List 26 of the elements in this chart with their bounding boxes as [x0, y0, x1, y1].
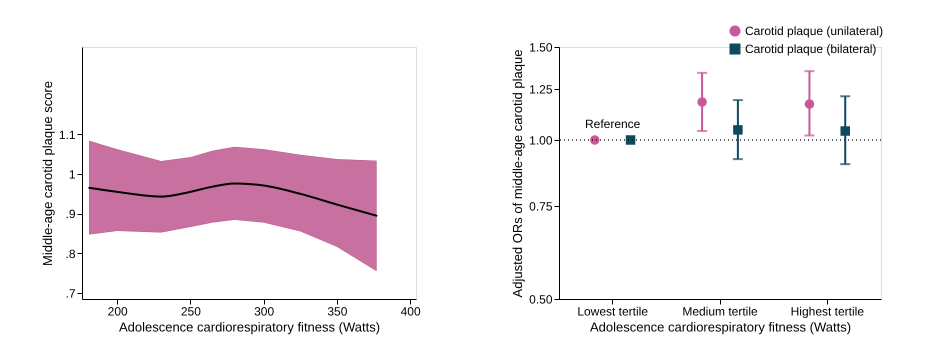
- legend-label: Carotid plaque (bilateral): [745, 42, 876, 56]
- x-tick-label: 200: [108, 304, 128, 318]
- annotation: Reference: [584, 117, 641, 132]
- y-axis-title: Adjusted ORs of middle-age carotid plaque: [510, 50, 526, 298]
- line-series: [88, 182, 378, 217]
- x-tick-label: Highest tertile: [790, 304, 864, 318]
- y-tick-label: 1.25: [529, 82, 553, 96]
- y-tick-label: 1: [68, 167, 76, 182]
- x-axis-title: Adolescence cardiorespiratory fitness (Watts): [118, 320, 380, 334]
- y-tick-label: .9: [65, 207, 76, 222]
- x-tick-label: Medium tertile: [682, 304, 758, 318]
- x-tick-label: Lowest tertile: [577, 304, 648, 318]
- y-tick-label: 0.50: [529, 292, 553, 306]
- x-tick-label: 250: [180, 304, 202, 318]
- y-tick-label: 1.50: [529, 40, 553, 54]
- x-tick-label: 300: [254, 304, 274, 318]
- y-tick-label: 0.75: [529, 199, 553, 214]
- x-axis-title: Adolescence cardiorespiratory fitness (Watts): [590, 320, 852, 334]
- y-tick-label: 1.1: [58, 128, 76, 142]
- y-tick-label: .8: [65, 246, 76, 261]
- y-tick-label: .7: [65, 286, 76, 301]
- legend-label: Carotid plaque (unilateral): [745, 24, 884, 38]
- y-axis-title: Middle-age carotid plaque score: [40, 81, 55, 266]
- x-tick-label: 400: [400, 304, 421, 318]
- x-tick-label: 350: [327, 304, 348, 318]
- y-tick-label: 1.00: [529, 134, 553, 148]
